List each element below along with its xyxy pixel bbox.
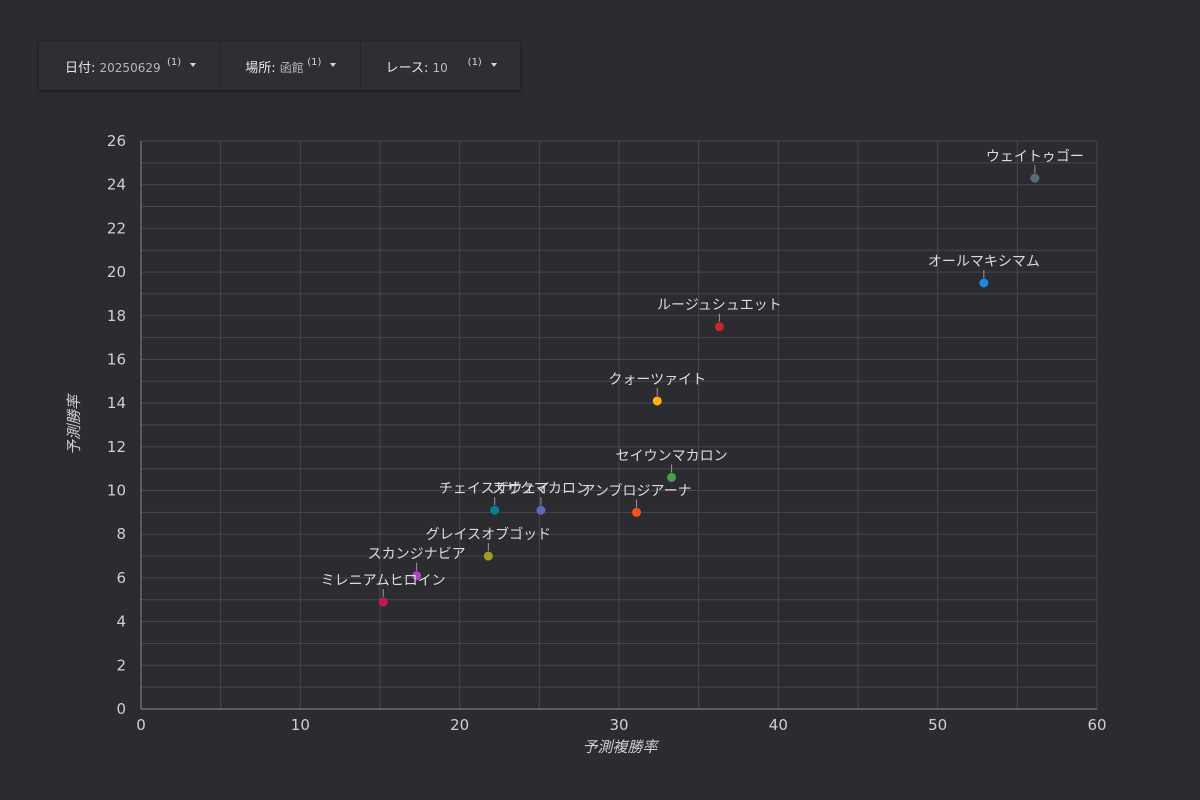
y-tick-label: 0 — [116, 700, 126, 718]
y-tick-label: 2 — [116, 656, 126, 674]
point-label: オールマキシマム — [928, 254, 1040, 270]
x-tick-label: 60 — [1087, 716, 1106, 734]
data-point[interactable] — [536, 505, 546, 515]
date-filter-title: 日付 — [65, 61, 92, 76]
y-tick-label: 6 — [116, 569, 126, 587]
chevron-down-icon[interactable] — [190, 63, 196, 67]
data-point[interactable] — [483, 551, 493, 561]
y-axis-label: 予測勝率 — [65, 393, 83, 455]
chevron-down-icon[interactable] — [330, 63, 337, 67]
point-label: ウェイトゥゴー — [986, 148, 1084, 165]
data-point[interactable] — [378, 597, 388, 607]
data-point[interactable] — [667, 472, 677, 482]
place-filter-value: 函館 — [279, 61, 304, 75]
data-point[interactable] — [632, 507, 642, 517]
x-tick-label: 30 — [609, 716, 628, 734]
data-point[interactable] — [652, 396, 662, 406]
data-point[interactable] — [714, 322, 724, 332]
y-tick-label: 22 — [107, 219, 126, 237]
data-point[interactable] — [412, 571, 422, 581]
chevron-down-icon[interactable] — [490, 63, 497, 67]
date-filter-count: (1) — [167, 57, 182, 68]
point-label: スカンジナビア — [368, 547, 466, 563]
x-tick-label: 40 — [769, 716, 788, 734]
x-axis-label: 予測複勝率 — [582, 738, 659, 756]
race-filter-value: 10 — [432, 61, 448, 75]
point-label: アンブロジアーナ — [581, 482, 691, 499]
y-tick-label: 10 — [107, 482, 126, 500]
point-label: ルージュシュエット — [657, 298, 782, 314]
data-point[interactable] — [1030, 173, 1040, 183]
point-label: チェイスザウェイ — [439, 481, 551, 497]
date-filter[interactable]: 日付: 20250629 (1) — [39, 41, 221, 90]
point-label: セイウンマカロン — [616, 448, 728, 464]
x-tick-label: 0 — [136, 716, 146, 734]
data-point[interactable] — [490, 505, 500, 515]
x-tick-label: 10 — [291, 716, 310, 734]
y-tick-label: 24 — [107, 176, 126, 194]
x-tick-label: 50 — [928, 716, 947, 734]
y-tick-label: 20 — [107, 263, 126, 281]
race-filter[interactable]: レース: 10 (1) — [361, 41, 520, 90]
y-tick-label: 12 — [107, 438, 126, 456]
race-filter-label: レース: 10 — [385, 61, 448, 76]
point-label: スザクマカロン — [492, 481, 590, 497]
place-filter-title: 場所 — [245, 61, 272, 76]
point-label: クォーツァイト — [608, 372, 706, 388]
place-filter[interactable]: 場所: 函館 (1) — [220, 41, 361, 90]
place-filter-label: 場所: 函館 — [245, 61, 304, 76]
date-filter-label: 日付: 20250629 — [65, 61, 161, 76]
y-tick-label: 8 — [116, 525, 126, 543]
data-point[interactable] — [979, 278, 989, 288]
y-tick-label: 4 — [116, 613, 126, 631]
point-label: ミレニアムヒロイン — [321, 573, 446, 589]
date-filter-value: 20250629 — [99, 61, 161, 75]
y-tick-label: 26 — [107, 132, 126, 150]
place-filter-count: (1) — [307, 57, 322, 68]
y-tick-label: 14 — [107, 394, 126, 412]
y-tick-label: 16 — [107, 350, 126, 368]
y-tick-label: 18 — [107, 307, 126, 325]
race-filter-count: (1) — [467, 57, 482, 68]
point-label: グレイスオブゴッド — [426, 526, 552, 543]
race-filter-title: レース — [385, 61, 425, 76]
x-tick-label: 20 — [450, 716, 469, 734]
filter-bar: 日付: 20250629 (1) 場所: 函館 (1) レース: 10 (1) — [39, 41, 520, 90]
